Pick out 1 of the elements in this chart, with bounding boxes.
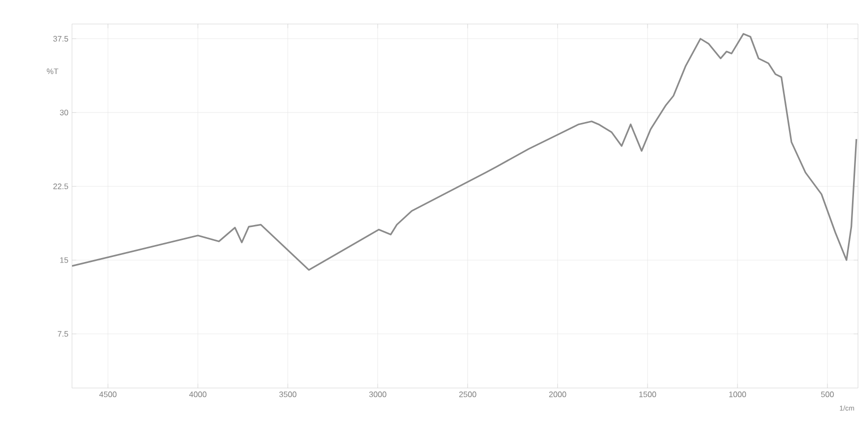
line-series bbox=[72, 33, 858, 271]
